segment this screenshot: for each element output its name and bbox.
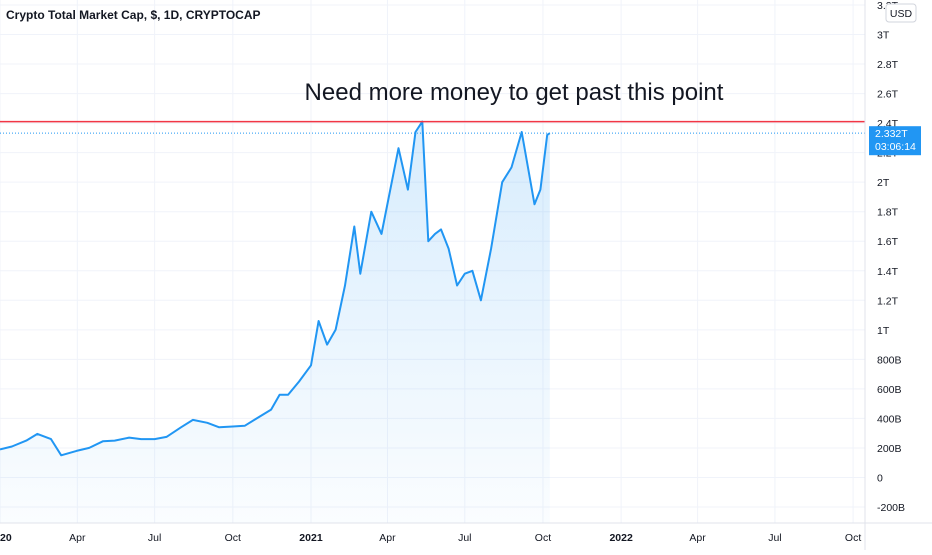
y-tick-label: 1T	[877, 325, 890, 337]
last-price-value: 2.332T	[875, 128, 908, 140]
x-tick-label: 2022	[609, 532, 633, 544]
x-tick-label: 2020	[0, 532, 12, 544]
annotation-text[interactable]: Need more money to get past this point	[305, 79, 724, 106]
y-tick-label: 2.6T	[877, 89, 899, 101]
last-price-label: 2.332T 03:06:14	[869, 126, 921, 156]
chart-title: Crypto Total Market Cap, $, 1D, CRYPTOCA…	[6, 8, 261, 22]
x-tick-label: Jul	[148, 532, 161, 544]
y-tick-label: 800B	[877, 354, 902, 366]
reference-lines	[0, 120, 865, 134]
x-tick-label: Jul	[768, 532, 781, 544]
x-tick-label: Oct	[845, 532, 861, 544]
y-axis[interactable]: 3.2T3T2.8T2.6T2.4T2.2T2T1.8T1.6T1.4T1.2T…	[877, 0, 905, 514]
bar-countdown: 03:06:14	[875, 141, 916, 153]
y-tick-label: 2T	[877, 177, 890, 189]
series-line-layer	[0, 120, 551, 457]
y-tick-label: 0	[877, 472, 883, 484]
x-tick-label: 2021	[299, 532, 323, 544]
series-line[interactable]	[0, 120, 551, 457]
x-tick-label: Apr	[69, 532, 86, 544]
y-tick-label: 3T	[877, 30, 890, 42]
x-tick-label: Apr	[689, 532, 706, 544]
area-fill-path	[0, 121, 550, 523]
currency-badge-label: USD	[890, 8, 913, 20]
x-tick-label: Apr	[379, 532, 396, 544]
x-tick-label: Oct	[535, 532, 551, 544]
currency-badge[interactable]: USD	[885, 3, 917, 23]
y-tick-label: 600B	[877, 384, 902, 396]
area-fill	[0, 121, 550, 523]
y-tick-label: -200B	[877, 502, 905, 514]
x-tick-label: Oct	[225, 532, 241, 544]
y-tick-label: 200B	[877, 443, 902, 455]
y-tick-label: 400B	[877, 413, 902, 425]
y-tick-label: 1.4T	[877, 266, 899, 278]
y-tick-label: 1.2T	[877, 295, 899, 307]
x-tick-label: Jul	[458, 532, 471, 544]
y-tick-label: 2.8T	[877, 59, 899, 71]
y-tick-label: 1.8T	[877, 207, 899, 219]
y-tick-label: 1.6T	[877, 236, 899, 248]
